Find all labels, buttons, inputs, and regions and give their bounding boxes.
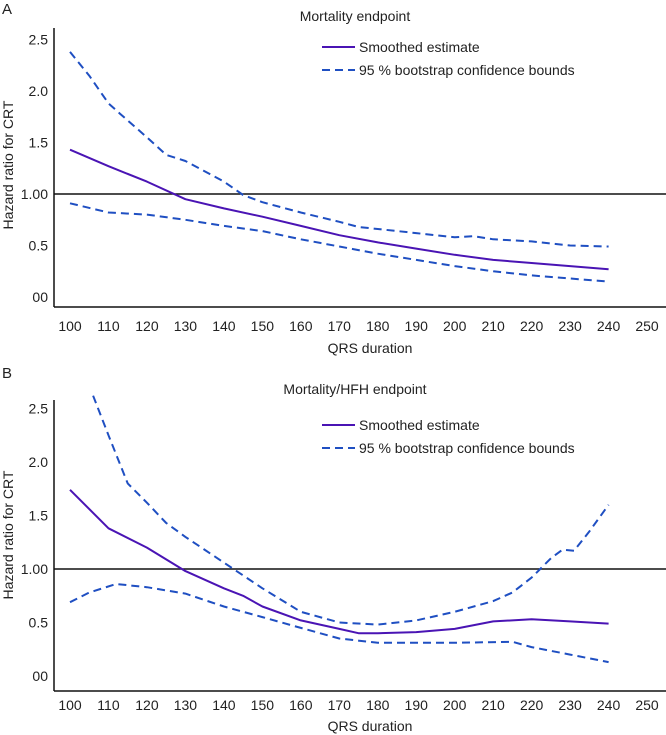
- panel-label: B: [2, 365, 12, 382]
- y-tick-label: 2.5: [29, 401, 49, 417]
- y-axis-label: Hazard ratio for CRT: [0, 470, 16, 599]
- y-tick-label: 00: [32, 289, 48, 305]
- x-tick-label: 230: [558, 318, 582, 334]
- x-tick-label: 120: [135, 697, 159, 713]
- legend-label: 95 % bootstrap confidence bounds: [359, 62, 575, 78]
- x-tick-label: 230: [558, 697, 582, 713]
- x-tick-label: 200: [443, 697, 467, 713]
- y-tick-label: 0.5: [29, 615, 49, 631]
- x-tick-label: 130: [174, 697, 198, 713]
- x-tick-label: 190: [405, 318, 429, 334]
- x-tick-label: 240: [597, 697, 621, 713]
- legend-label: Smoothed estimate: [359, 417, 480, 433]
- panel-label: A: [2, 1, 12, 18]
- x-tick-label: 220: [520, 318, 544, 334]
- y-tick-label: 2.5: [29, 32, 49, 48]
- panel-b: B Mortality/HFH endpoint 00 0.5 1.00 1.5 2.0 2.…: [0, 365, 666, 734]
- x-tick-label: 110: [97, 697, 120, 713]
- series-lower-bound: [69, 583, 609, 664]
- legend-label: 95 % bootstrap confidence bounds: [359, 440, 575, 456]
- x-axis-label: QRS duration: [328, 340, 413, 356]
- x-tick-label: 240: [597, 318, 621, 334]
- y-axis-label: Hazard ratio for CRT: [0, 100, 16, 229]
- panel-a: A Mortality endpoint 00 0.5 1.00 1.5 2.0 2.5 100…: [0, 1, 666, 356]
- x-tick-label: 200: [443, 318, 467, 334]
- x-tick-label: 160: [289, 697, 313, 713]
- x-tick-label: 140: [212, 318, 236, 334]
- x-tick-label: 150: [251, 318, 275, 334]
- y-tick-label: 1.5: [29, 508, 49, 524]
- y-tick-label: 1.00: [21, 561, 48, 577]
- x-tick-label: 250: [635, 318, 659, 334]
- x-tick-label: 250: [635, 697, 659, 713]
- x-tick-label: 170: [328, 318, 352, 334]
- series-upper-bound: [92, 395, 610, 626]
- y-tick-label: 0.5: [29, 238, 49, 254]
- legend-label: Smoothed estimate: [359, 39, 480, 55]
- x-tick-label: 180: [366, 697, 390, 713]
- x-tick-label: 160: [289, 318, 313, 334]
- chart-title: Mortality/HFH endpoint: [283, 381, 426, 397]
- x-tick-label: 150: [251, 697, 275, 713]
- y-tick-label: 00: [32, 668, 48, 684]
- series-smoothed-estimate: [69, 148, 609, 271]
- x-tick-label: 180: [366, 318, 390, 334]
- x-tick-label: 100: [58, 318, 82, 334]
- x-tick-label: 220: [520, 697, 544, 713]
- legend: Smoothed estimate 95 % bootstrap confiden…: [322, 39, 575, 78]
- x-tick-label: 210: [481, 697, 505, 713]
- series-upper-bound: [69, 51, 609, 248]
- y-tick-label: 2.0: [29, 454, 49, 470]
- series-lower-bound: [69, 202, 609, 283]
- x-tick-label: 210: [481, 318, 505, 334]
- x-tick-label: 170: [328, 697, 352, 713]
- chart-title: Mortality endpoint: [300, 8, 411, 24]
- y-tick-label: 2.0: [29, 83, 49, 99]
- x-tick-label: 100: [58, 697, 82, 713]
- legend: Smoothed estimate 95 % bootstrap confiden…: [322, 417, 575, 456]
- y-tick-label: 1.5: [29, 135, 49, 151]
- x-tick-label: 190: [405, 697, 429, 713]
- x-tick-label: 110: [97, 318, 120, 334]
- x-tick-label: 130: [174, 318, 198, 334]
- series-smoothed-estimate: [69, 489, 609, 635]
- x-tick-label: 120: [135, 318, 159, 334]
- x-axis-label: QRS duration: [328, 718, 413, 734]
- y-tick-label: 1.00: [21, 186, 48, 202]
- x-tick-label: 140: [212, 697, 236, 713]
